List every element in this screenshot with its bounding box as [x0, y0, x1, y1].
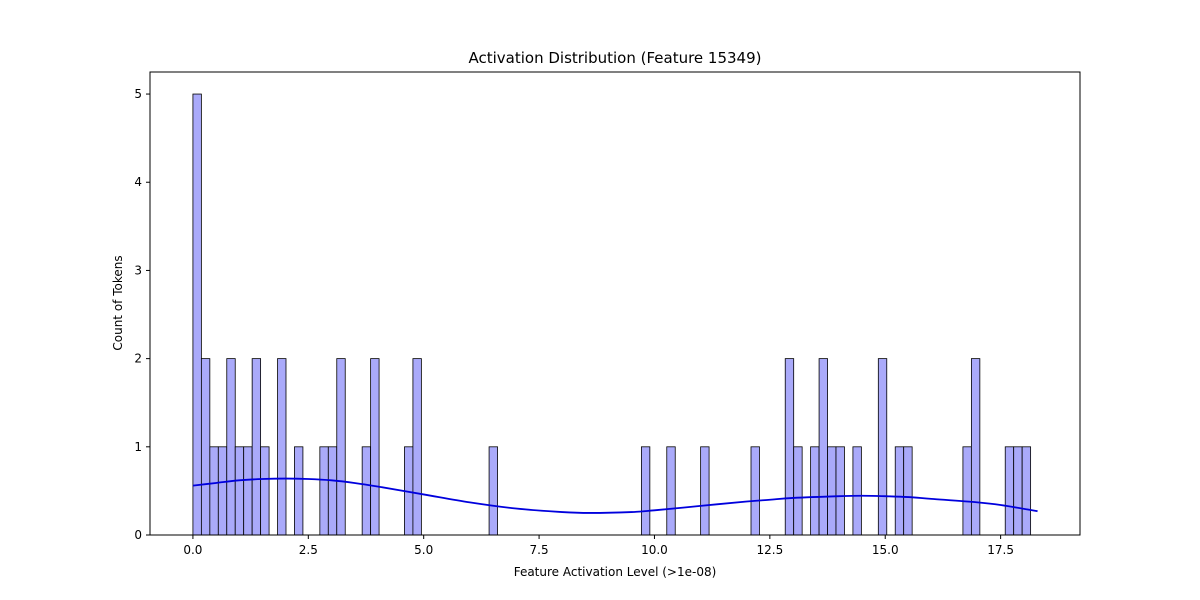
y-tick-label: 3 — [134, 263, 142, 277]
kde-curve — [192, 477, 1038, 514]
histogram-bar — [234, 446, 245, 536]
histogram-bar — [192, 93, 202, 536]
x-tick-label: 0.0 — [183, 543, 202, 557]
histogram-bar — [319, 446, 329, 536]
histogram-bar — [810, 446, 820, 536]
x-tick-label: 7.5 — [530, 543, 549, 557]
histogram-bar — [251, 358, 262, 536]
histogram-bar — [217, 446, 228, 536]
histogram-bar — [852, 446, 862, 536]
histogram-bar — [327, 446, 338, 536]
histogram-bar — [226, 358, 236, 536]
histogram-bar — [488, 446, 498, 536]
histogram-bar — [835, 446, 845, 536]
histogram-bar — [336, 358, 346, 536]
histogram-bar — [200, 358, 211, 536]
histogram-bar — [784, 358, 795, 536]
histogram-bar — [827, 446, 837, 536]
x-tick-label: 2.5 — [299, 543, 318, 557]
histogram-bar — [793, 446, 803, 536]
histogram-bar — [412, 358, 422, 536]
y-tick-label: 5 — [134, 87, 142, 101]
histogram-bar — [1004, 446, 1015, 536]
kde-layer — [192, 477, 1038, 514]
y-tick-label: 4 — [134, 175, 142, 189]
histogram-bar — [277, 358, 287, 536]
histogram-bar — [260, 446, 270, 536]
histogram-bar — [1021, 446, 1032, 536]
histogram-bar — [903, 446, 913, 536]
y-axis-ticks: 0 1 2 3 4 5 — [134, 87, 150, 542]
x-tick-label: 17.5 — [987, 543, 1014, 557]
plot-frame — [149, 71, 1081, 536]
histogram-bar — [243, 446, 253, 536]
histogram-bar — [361, 446, 372, 536]
histogram-bar — [970, 358, 981, 536]
histogram-bar — [700, 446, 710, 536]
histogram-bar — [877, 358, 888, 536]
x-tick-label: 12.5 — [756, 543, 783, 557]
histogram-bar — [294, 446, 304, 536]
histogram-bar — [962, 446, 972, 536]
x-tick-label: 15.0 — [872, 543, 899, 557]
histogram-bar — [818, 358, 828, 536]
x-axis-ticks: 0.0 2.5 5.0 7.5 10.0 12.5 15.0 17.5 — [183, 535, 1014, 557]
histogram-bar — [1013, 446, 1023, 536]
histogram-bar — [750, 446, 760, 536]
histogram-bar — [666, 446, 676, 536]
histogram-bar — [209, 446, 219, 536]
x-tick-label: 5.0 — [414, 543, 433, 557]
histogram-bar — [894, 446, 905, 536]
chart-title: Activation Distribution (Feature 15349) — [468, 49, 761, 67]
x-axis-label: Feature Activation Level (>1e-08) — [514, 565, 717, 579]
histogram-bar — [640, 446, 651, 536]
y-tick-label: 2 — [134, 352, 142, 366]
x-tick-label: 10.0 — [641, 543, 668, 557]
y-tick-label: 0 — [134, 528, 142, 542]
y-tick-label: 1 — [134, 440, 142, 454]
histogram-bar — [370, 358, 380, 536]
y-axis-label: Count of Tokens — [111, 255, 125, 350]
